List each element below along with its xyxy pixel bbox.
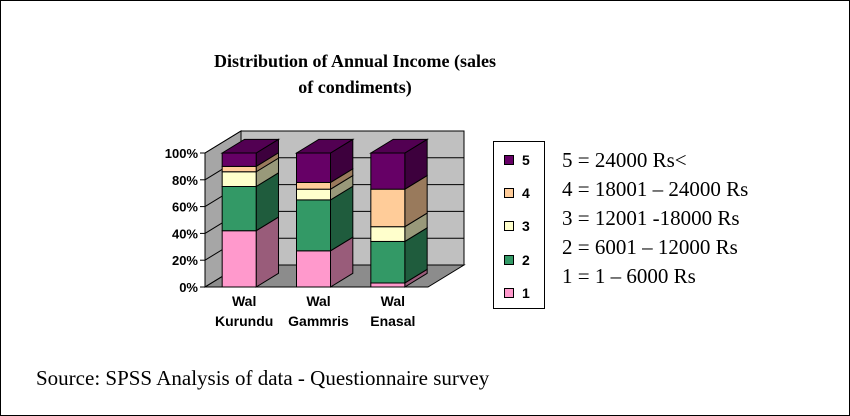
legend-swatch-5 — [504, 155, 514, 165]
bar-segment — [221, 171, 257, 187]
legend-item-5: 5 — [504, 151, 530, 169]
bar-segment — [370, 240, 406, 284]
legend-swatch-3 — [504, 221, 514, 231]
category-label: Gammris — [288, 313, 349, 329]
bar-segment — [221, 165, 257, 173]
bar-segment — [370, 282, 406, 288]
y-tick-label: 20% — [172, 253, 198, 268]
bar-segment — [370, 188, 406, 228]
legend-label-4: 4 — [522, 185, 530, 201]
bar-top — [294, 138, 355, 154]
chart-title: Distribution of Annual Income (sales of … — [150, 48, 560, 100]
bar-segment — [370, 226, 406, 242]
legend-item-3: 3 — [504, 217, 530, 235]
category-label: Wal — [306, 293, 330, 309]
category-label: Enasal — [370, 313, 415, 329]
category-label: Kurundu — [215, 313, 273, 329]
range-line-2: 2 = 6001 – 12000 Rs — [562, 235, 738, 259]
range-line-3: 3 = 12001 -18000 Rs — [562, 206, 740, 230]
legend-label-2: 2 — [522, 252, 530, 268]
range-line-4: 4 = 18001 – 24000 Rs — [562, 177, 749, 201]
chart-title-line-1: Distribution of Annual Income (sales — [213, 51, 497, 71]
bar-segment — [296, 199, 331, 252]
legend-item-2: 2 — [504, 251, 530, 269]
legend-swatch-4 — [504, 188, 514, 198]
bar-segment — [221, 230, 257, 288]
bar-segment — [296, 188, 331, 201]
source-note: Source: SPSS Analysis of data - Question… — [36, 366, 490, 390]
bar-segment — [221, 186, 257, 232]
chart-legend: 5 4 3 2 1 — [493, 141, 545, 309]
bar-segment — [296, 181, 331, 190]
range-line-5: 5 = 24000 Rs< — [562, 148, 687, 172]
bar-segment — [296, 152, 331, 183]
legend-swatch-1 — [504, 288, 514, 298]
legend-item-1: 1 — [504, 284, 530, 302]
legend-item-4: 4 — [504, 184, 530, 202]
income-range-key: 5 = 24000 Rs< 4 = 18001 – 24000 Rs 3 = 1… — [562, 146, 748, 291]
bar-top — [220, 138, 281, 154]
legend-swatch-2 — [504, 255, 514, 265]
y-tick-label: 40% — [172, 226, 198, 241]
bar-segment — [221, 152, 257, 167]
y-tick-label: 100% — [165, 146, 199, 161]
chart-title-line-2: of condiments) — [298, 77, 412, 97]
legend-label-1: 1 — [522, 285, 530, 301]
gridline — [204, 130, 464, 154]
range-line-1: 1 = 1 – 6000 Rs — [562, 264, 696, 288]
bar-segment — [370, 152, 406, 190]
category-label: Wal — [381, 293, 405, 309]
bar-top — [369, 138, 429, 154]
legend-label-3: 3 — [522, 218, 530, 234]
bar-segment — [296, 250, 331, 288]
y-tick-label: 60% — [172, 200, 198, 215]
y-tick-label: 80% — [172, 173, 198, 188]
legend-label-5: 5 — [522, 152, 530, 168]
category-label: Wal — [232, 293, 256, 309]
y-tick-label: 0% — [179, 280, 198, 295]
